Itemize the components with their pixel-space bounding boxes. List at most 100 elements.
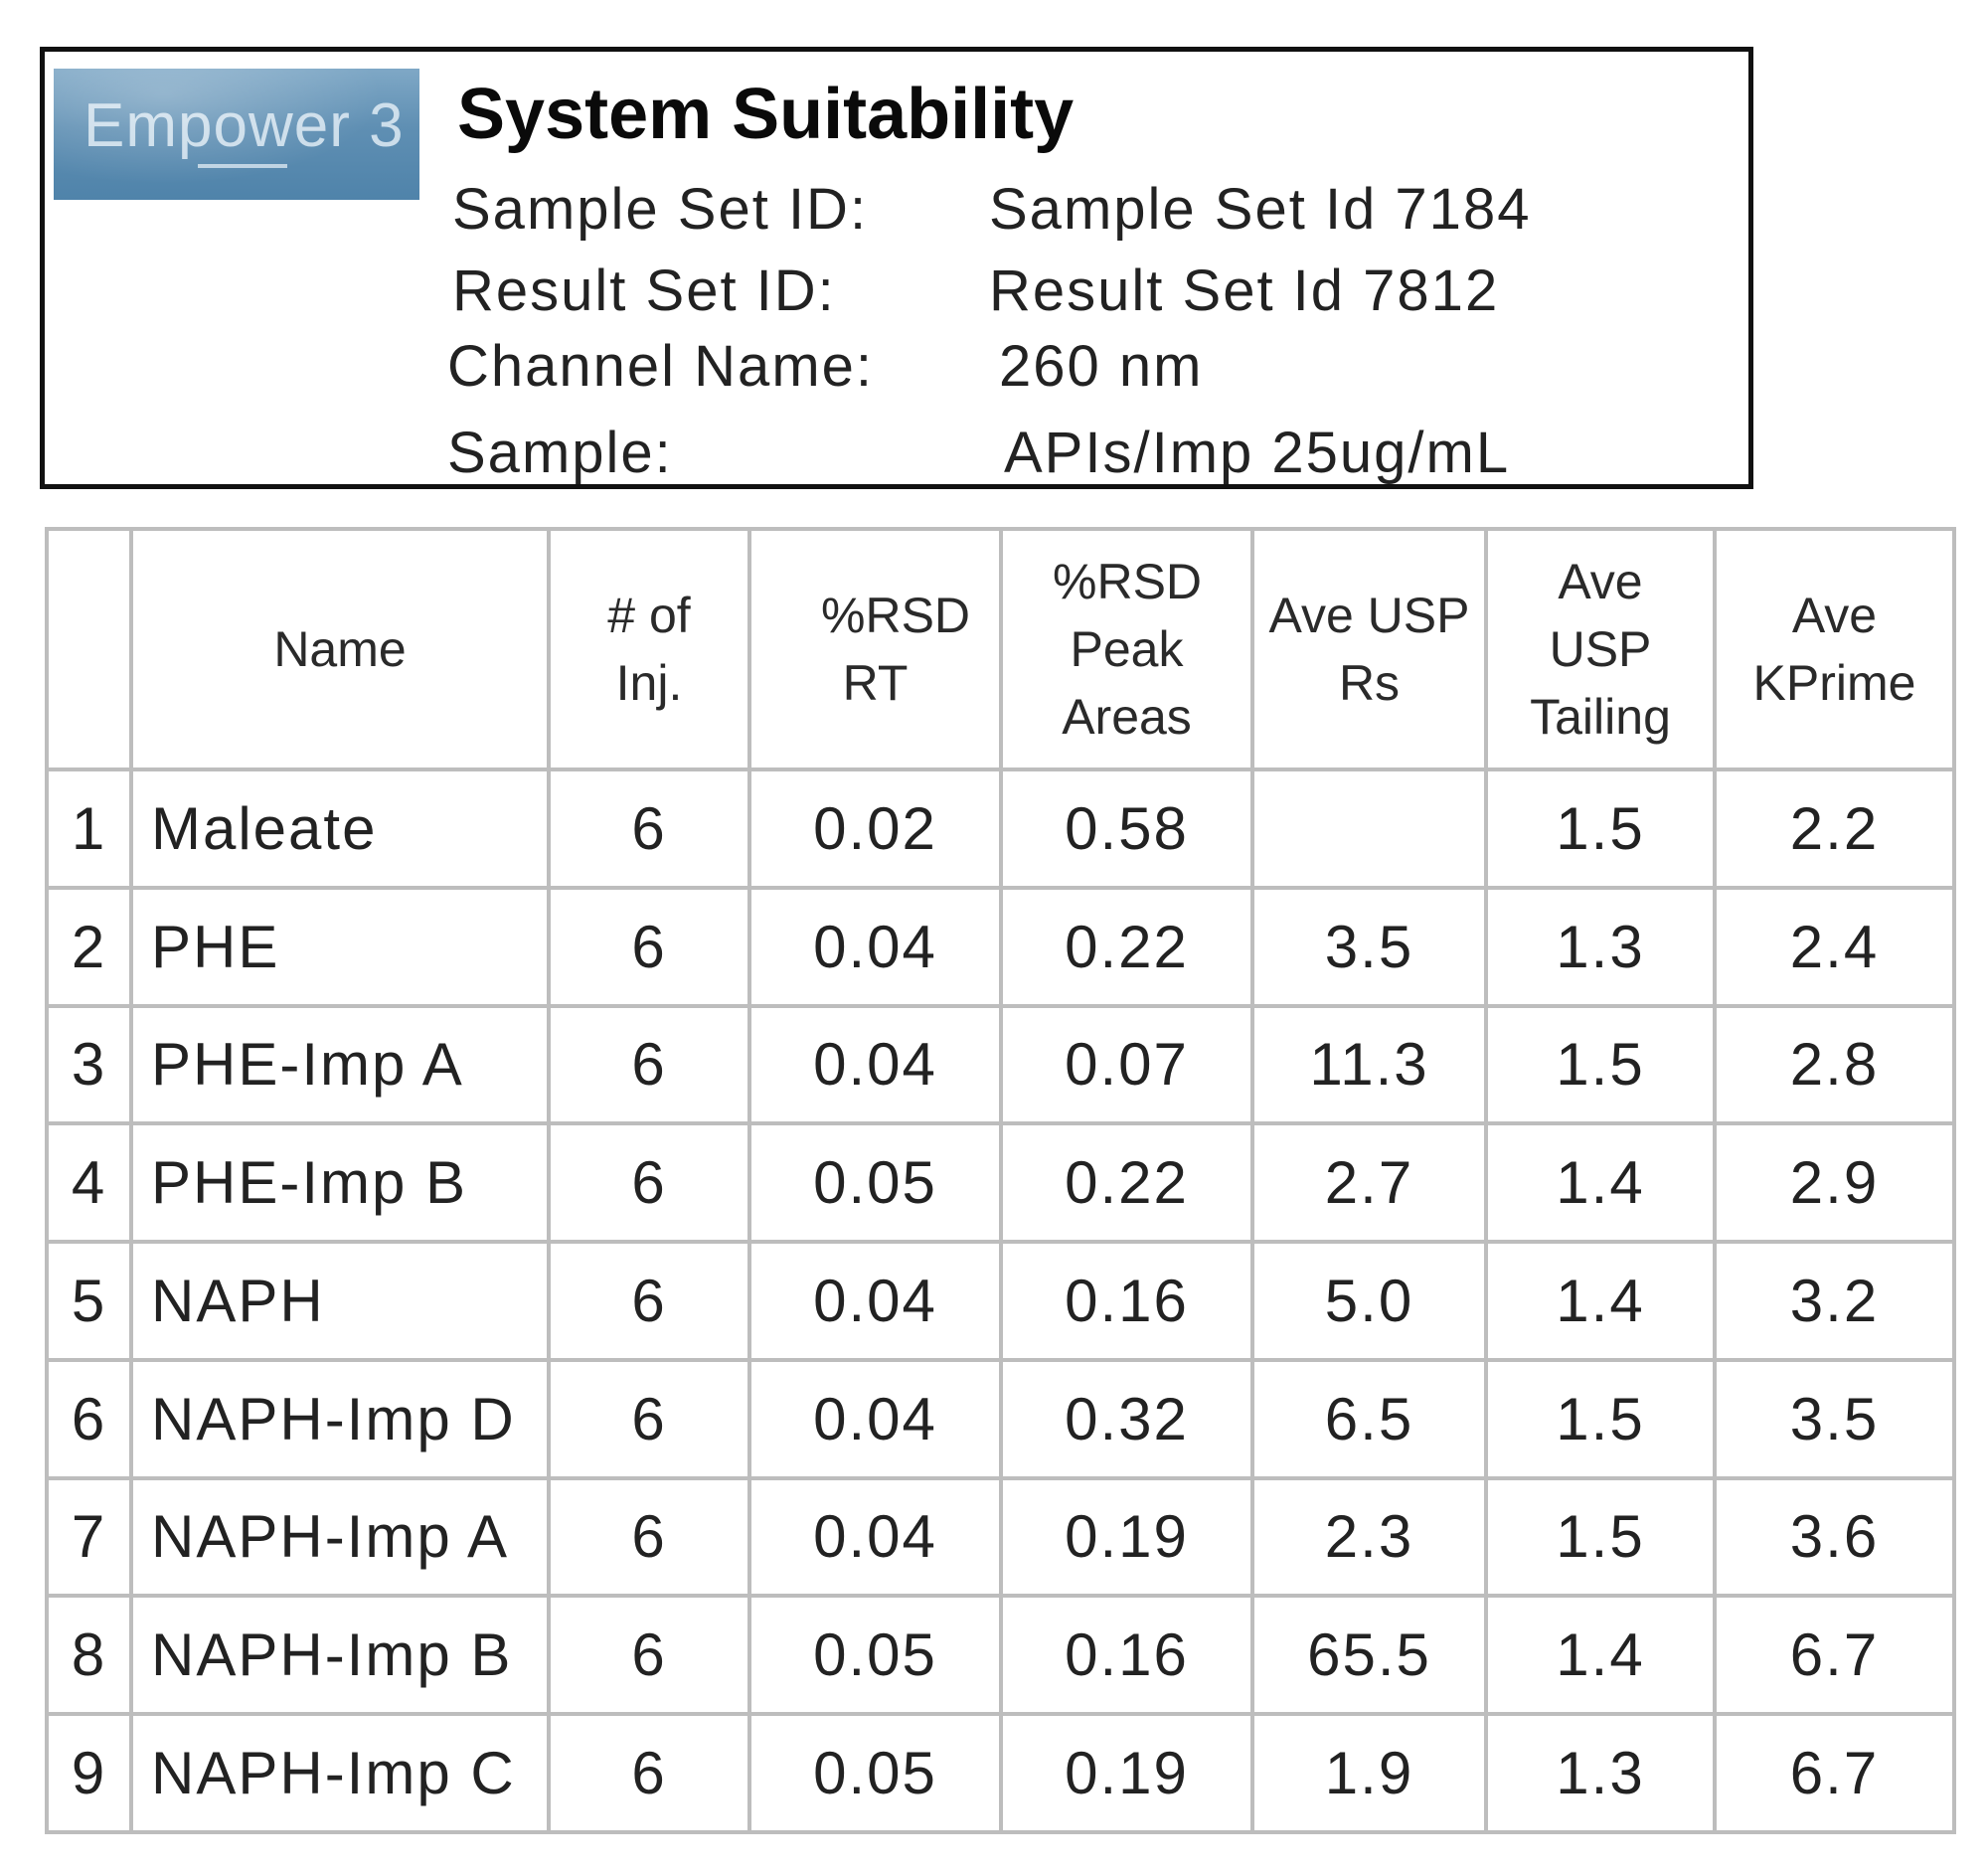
usp-tailing-cell: 1.3 [1484, 1712, 1717, 1834]
usp-tailing-cell: 1.3 [1484, 885, 1717, 1008]
table-row: 2 PHE 6 0.04 0.22 3.5 1.3 2.4 [45, 885, 1956, 1008]
system-suitability-table: Name # of Inj. %RSD RT %RSD Peak Areas A… [45, 527, 1956, 1834]
kprime-cell: 6.7 [1713, 1712, 1956, 1834]
usp-rs-cell: 5.0 [1250, 1240, 1488, 1362]
rsd-peak-areas-cell: 0.22 [999, 1121, 1254, 1245]
row-index-cell: 9 [45, 1712, 133, 1834]
table-row: 8 NAPH-Imp B 6 0.05 0.16 65.5 1.4 6.7 [45, 1594, 1956, 1717]
compound-name-cell: Maleate [129, 767, 551, 890]
rsd-peak-areas-cell: 0.07 [999, 1003, 1254, 1126]
row-index-cell: 7 [45, 1475, 133, 1599]
column-header-rsd-peak-areas: %RSD Peak Areas [999, 527, 1254, 771]
usp-rs-cell: 11.3 [1250, 1003, 1488, 1126]
column-header-usp-rs: Ave USP Rs [1250, 527, 1488, 771]
rsd-rt-cell: 0.04 [747, 1475, 1003, 1599]
rsd-rt-cell: 0.02 [747, 767, 1003, 890]
kprime-cell: 2.2 [1713, 767, 1956, 890]
rsd-rt-cell: 0.04 [747, 1003, 1003, 1126]
usp-tailing-cell: 1.5 [1484, 1003, 1717, 1126]
column-header-injections: # of Inj. [547, 527, 751, 771]
rsd-rt-cell: 0.04 [747, 1240, 1003, 1362]
usp-tailing-cell: 1.4 [1484, 1240, 1717, 1362]
rsd-peak-areas-cell: 0.19 [999, 1475, 1254, 1599]
compound-name-cell: NAPH-Imp C [129, 1712, 551, 1834]
usp-tailing-cell: 1.4 [1484, 1121, 1717, 1245]
table-row: 9 NAPH-Imp C 6 0.05 0.19 1.9 1.3 6.7 [45, 1712, 1956, 1834]
injections-cell: 6 [547, 767, 751, 890]
table-row: 1 Maleate 6 0.02 0.58 1.5 2.2 [45, 767, 1956, 890]
result-set-id-value: Result Set Id 7812 [989, 258, 1500, 323]
kprime-cell: 3.5 [1713, 1357, 1956, 1480]
column-header-name: Name [129, 527, 551, 771]
sample-value: APIs/Imp 25ug/mL [1004, 421, 1511, 485]
injections-cell: 6 [547, 1240, 751, 1362]
usp-rs-cell [1250, 767, 1488, 890]
channel-name-value: 260 nm [999, 334, 1204, 399]
row-index-cell: 3 [45, 1003, 133, 1126]
sample-label: Sample: [447, 421, 673, 485]
rsd-rt-cell: 0.05 [747, 1121, 1003, 1245]
kprime-cell: 2.4 [1713, 885, 1956, 1008]
usp-rs-cell: 1.9 [1250, 1712, 1488, 1834]
compound-name-cell: NAPH-Imp B [129, 1594, 551, 1717]
injections-cell: 6 [547, 1475, 751, 1599]
compound-name-cell: PHE [129, 885, 551, 1008]
usp-rs-cell: 2.7 [1250, 1121, 1488, 1245]
injections-cell: 6 [547, 885, 751, 1008]
sample-set-id-label: Sample Set ID: [452, 177, 869, 242]
table-row: 3 PHE-Imp A 6 0.04 0.07 11.3 1.5 2.8 [45, 1003, 1956, 1126]
result-set-id-label: Result Set ID: [452, 258, 836, 323]
compound-name-cell: PHE-Imp B [129, 1121, 551, 1245]
usp-rs-cell: 6.5 [1250, 1357, 1488, 1480]
row-index-cell: 6 [45, 1357, 133, 1480]
kprime-cell: 3.6 [1713, 1475, 1956, 1599]
rsd-peak-areas-cell: 0.16 [999, 1240, 1254, 1362]
table-body: 1 Maleate 6 0.02 0.58 1.5 2.2 2 PHE 6 0.04 0.22 3.5 1… [45, 767, 1956, 1834]
compound-name-cell: NAPH-Imp D [129, 1357, 551, 1480]
channel-name-label: Channel Name: [447, 334, 874, 399]
rsd-rt-cell: 0.04 [747, 885, 1003, 1008]
table-row: 6 NAPH-Imp D 6 0.04 0.32 6.5 1.5 3.5 [45, 1357, 1956, 1480]
rsd-peak-areas-cell: 0.16 [999, 1594, 1254, 1717]
row-index-cell: 4 [45, 1121, 133, 1245]
compound-name-cell: NAPH [129, 1240, 551, 1362]
injections-cell: 6 [547, 1712, 751, 1834]
usp-tailing-cell: 1.5 [1484, 1475, 1717, 1599]
logo-underline [198, 164, 287, 168]
compound-name-cell: NAPH-Imp A [129, 1475, 551, 1599]
kprime-cell: 2.9 [1713, 1121, 1956, 1245]
table-row: 4 PHE-Imp B 6 0.05 0.22 2.7 1.4 2.9 [45, 1121, 1956, 1245]
injections-cell: 6 [547, 1594, 751, 1717]
sample-set-id-value: Sample Set Id 7184 [989, 177, 1532, 242]
kprime-cell: 3.2 [1713, 1240, 1956, 1362]
row-index-cell: 5 [45, 1240, 133, 1362]
rsd-peak-areas-cell: 0.22 [999, 885, 1254, 1008]
column-header-rsd-rt: %RSD RT [747, 527, 1003, 771]
rsd-peak-areas-cell: 0.19 [999, 1712, 1254, 1834]
rsd-rt-cell: 0.05 [747, 1594, 1003, 1717]
table-row: 5 NAPH 6 0.04 0.16 5.0 1.4 3.2 [45, 1240, 1956, 1362]
row-index-cell: 1 [45, 767, 133, 890]
empower-logo: Empower 3 [54, 69, 419, 200]
usp-tailing-cell: 1.4 [1484, 1594, 1717, 1717]
report-title: System Suitability [457, 75, 1075, 154]
rsd-peak-areas-cell: 0.58 [999, 767, 1254, 890]
kprime-cell: 6.7 [1713, 1594, 1956, 1717]
row-index-cell: 2 [45, 885, 133, 1008]
compound-name-cell: PHE-Imp A [129, 1003, 551, 1126]
usp-tailing-cell: 1.5 [1484, 767, 1717, 890]
injections-cell: 6 [547, 1003, 751, 1126]
usp-rs-cell: 3.5 [1250, 885, 1488, 1008]
usp-tailing-cell: 1.5 [1484, 1357, 1717, 1480]
table-row: 7 NAPH-Imp A 6 0.04 0.19 2.3 1.5 3.6 [45, 1475, 1956, 1599]
injections-cell: 6 [547, 1357, 751, 1480]
usp-rs-cell: 65.5 [1250, 1594, 1488, 1717]
logo-text: Empower 3 [83, 91, 405, 160]
column-header-usp-tailing: Ave USP Tailing [1484, 527, 1717, 771]
column-header-index [45, 527, 133, 771]
usp-rs-cell: 2.3 [1250, 1475, 1488, 1599]
report-header: Empower 3 System Suitability Sample Set … [40, 47, 1753, 489]
table-header-row: Name # of Inj. %RSD RT %RSD Peak Areas A… [45, 527, 1956, 771]
injections-cell: 6 [547, 1121, 751, 1245]
row-index-cell: 8 [45, 1594, 133, 1717]
